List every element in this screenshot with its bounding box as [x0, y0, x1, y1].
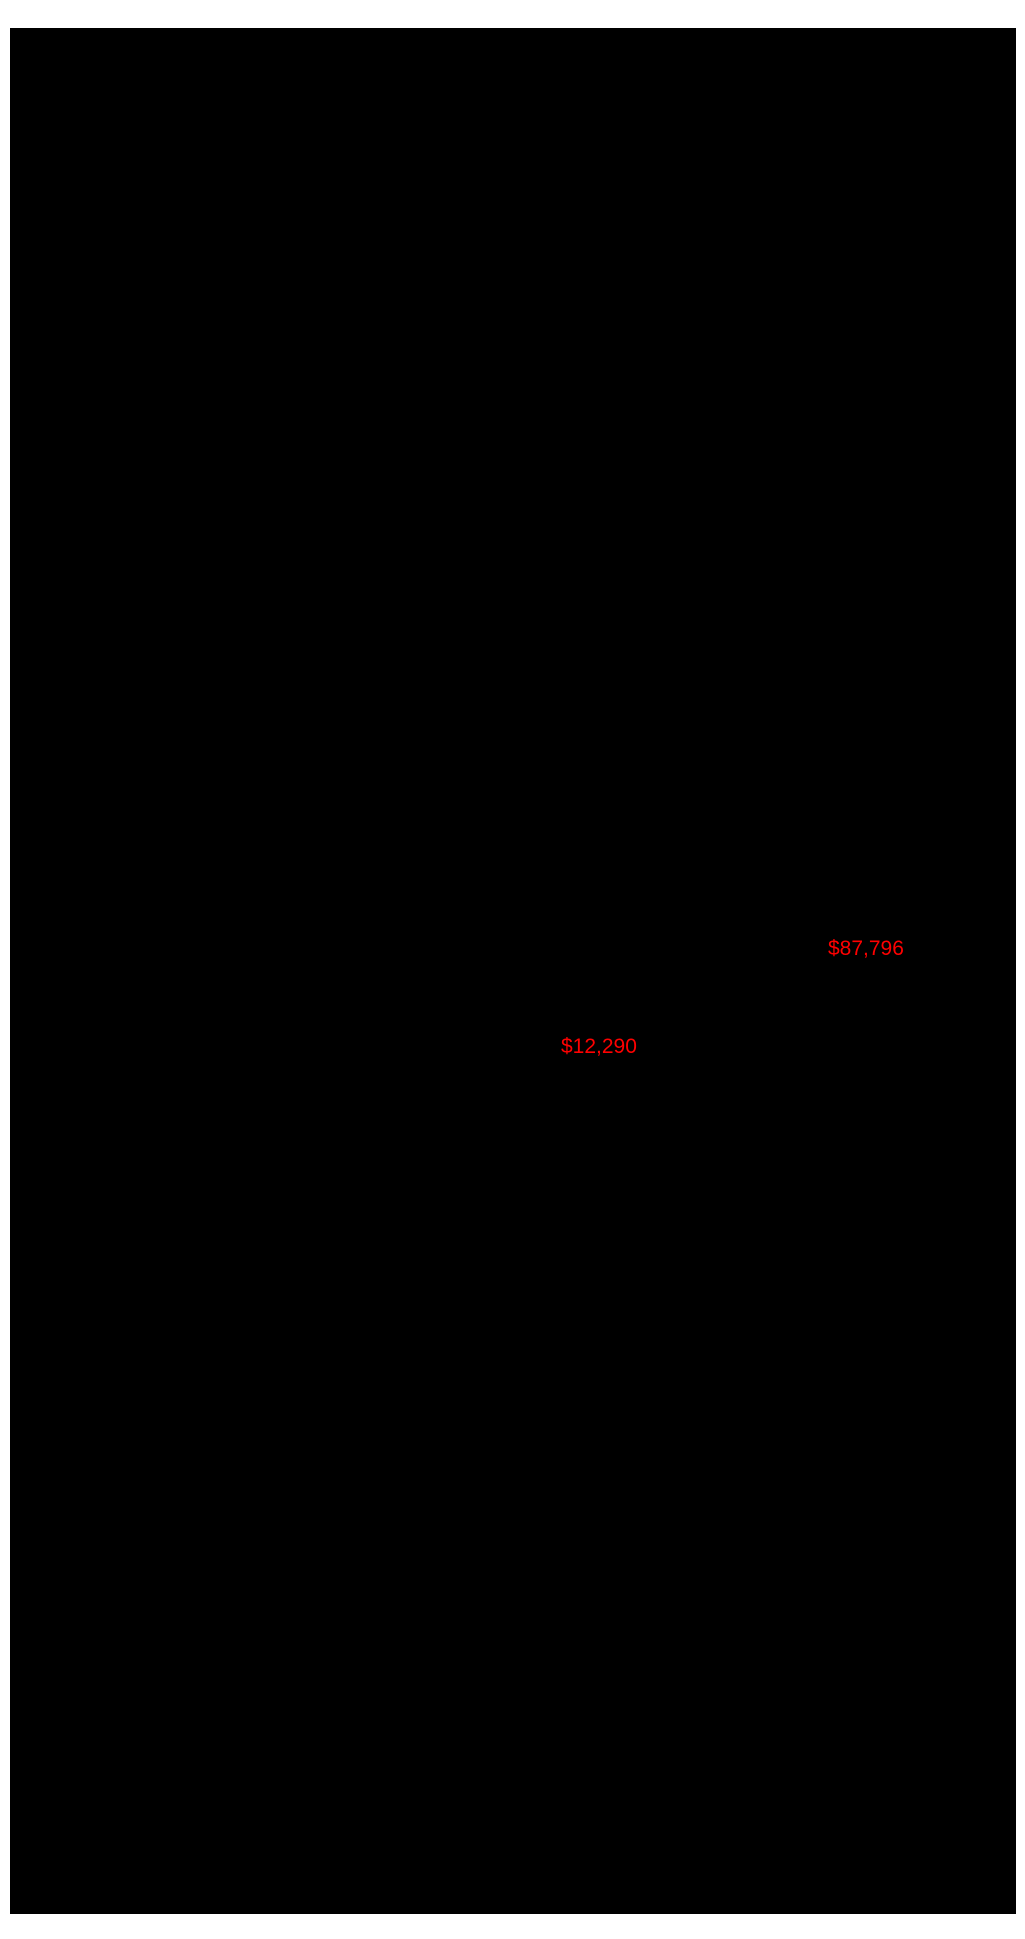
value-annotation-lower: $12,290	[561, 1035, 637, 1058]
plot-surface: $87,796 $12,290	[10, 28, 1016, 1914]
value-annotation-upper: $87,796	[828, 937, 904, 960]
